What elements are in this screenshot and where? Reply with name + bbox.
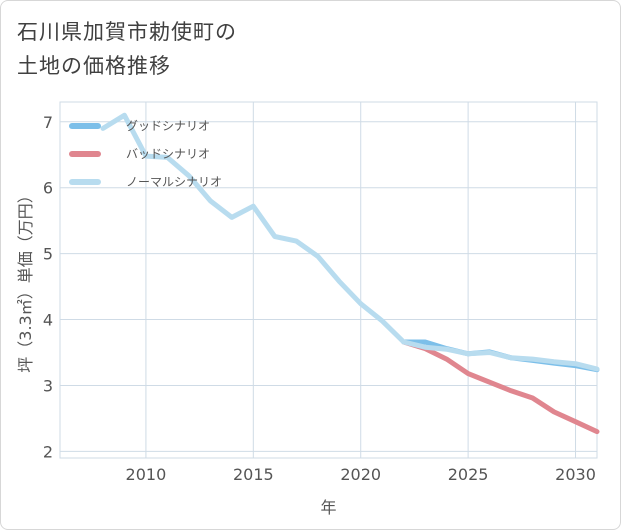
y-tick-labels: 2 3 4 5 6 7 xyxy=(43,113,53,462)
y-tick-label: 4 xyxy=(43,311,53,330)
legend-label: グッドシナリオ xyxy=(126,119,210,133)
chart-title-line1: 石川県加賀市勅使町の xyxy=(17,20,237,44)
chart-title: 石川県加賀市勅使町の 土地の価格推移 xyxy=(17,15,237,83)
y-tick-label: 2 xyxy=(43,442,53,461)
x-tick-label: 2025 xyxy=(448,465,489,484)
chart-title-line2: 土地の価格推移 xyxy=(17,54,171,78)
y-tick-label: 3 xyxy=(43,376,53,395)
x-tick-label: 2010 xyxy=(126,465,167,484)
legend-label: ノーマルシナリオ xyxy=(126,175,222,189)
y-tick-label: 6 xyxy=(43,179,53,198)
x-tick-labels: 2010 2015 2020 2025 2030 xyxy=(126,465,596,484)
series-line-1 xyxy=(401,339,600,435)
x-tick-label: 2015 xyxy=(233,465,274,484)
plot-border xyxy=(59,101,598,459)
legend-label: バッドシナリオ xyxy=(126,147,210,161)
y-tick-label: 7 xyxy=(43,113,53,132)
y-axis-title: 坪（3.3㎡）単価（万円） xyxy=(16,187,35,372)
plot-area xyxy=(59,101,598,459)
grid-lines xyxy=(60,102,597,458)
y-tick-label: 5 xyxy=(43,245,53,264)
x-axis-title: 年 xyxy=(320,498,336,517)
series-line-2 xyxy=(100,112,600,372)
x-tick-label: 2030 xyxy=(555,465,596,484)
x-tick-label: 2020 xyxy=(340,465,381,484)
series-lines xyxy=(100,112,600,435)
